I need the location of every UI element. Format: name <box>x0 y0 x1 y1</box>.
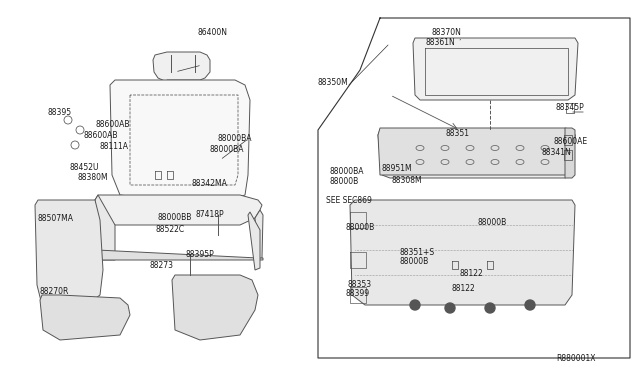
Text: 88270R: 88270R <box>40 287 69 296</box>
Text: 88351+S: 88351+S <box>399 248 434 257</box>
Text: 87418P: 87418P <box>196 210 225 219</box>
Text: 88600AB: 88600AB <box>83 131 118 140</box>
Text: 88122: 88122 <box>452 284 476 293</box>
Text: R880001X: R880001X <box>557 354 596 363</box>
Text: 88395: 88395 <box>48 108 72 117</box>
Polygon shape <box>95 195 115 260</box>
Text: 88353: 88353 <box>347 280 371 289</box>
Text: 88273: 88273 <box>149 261 173 270</box>
Polygon shape <box>248 212 260 270</box>
Text: 88000B: 88000B <box>345 223 374 232</box>
Text: 88308M: 88308M <box>391 176 422 185</box>
Text: 88000BA: 88000BA <box>330 167 365 176</box>
Text: 88370N: 88370N <box>432 28 462 37</box>
Text: 88111A: 88111A <box>99 142 128 151</box>
Text: 88452U: 88452U <box>70 163 99 172</box>
Text: 88350M: 88350M <box>317 78 348 87</box>
Polygon shape <box>95 195 262 225</box>
Text: 88000BA: 88000BA <box>218 134 253 143</box>
Polygon shape <box>35 200 103 310</box>
Text: 88122: 88122 <box>460 269 484 278</box>
Text: SEE SEC869: SEE SEC869 <box>326 196 372 205</box>
Polygon shape <box>378 130 575 178</box>
Text: 88342MA: 88342MA <box>191 179 227 188</box>
Circle shape <box>445 303 455 313</box>
Polygon shape <box>97 250 263 260</box>
Text: 88399: 88399 <box>345 289 369 298</box>
Text: 88000B: 88000B <box>399 257 428 266</box>
Text: 88507MA: 88507MA <box>38 214 74 223</box>
Polygon shape <box>413 38 578 100</box>
Text: 88395P: 88395P <box>185 250 214 259</box>
Polygon shape <box>350 200 575 305</box>
Text: 88600AE: 88600AE <box>554 137 588 146</box>
Text: 86400N: 86400N <box>198 28 228 37</box>
Text: 88345P: 88345P <box>556 103 585 112</box>
Text: 88000BB: 88000BB <box>157 213 191 222</box>
Text: 88000B: 88000B <box>477 218 506 227</box>
Text: 88361N: 88361N <box>425 38 455 47</box>
Text: 88341N: 88341N <box>542 148 572 157</box>
Text: 88000BA: 88000BA <box>210 145 244 154</box>
Polygon shape <box>40 295 130 340</box>
Polygon shape <box>255 210 263 260</box>
Polygon shape <box>172 275 258 340</box>
Circle shape <box>485 303 495 313</box>
Text: 88600AB: 88600AB <box>95 120 129 129</box>
Text: 88522C: 88522C <box>155 225 184 234</box>
Text: 88351: 88351 <box>446 129 470 138</box>
Text: 88000B: 88000B <box>330 177 359 186</box>
Polygon shape <box>153 52 210 82</box>
Circle shape <box>525 300 535 310</box>
Circle shape <box>410 300 420 310</box>
Polygon shape <box>110 80 250 200</box>
Text: 88380M: 88380M <box>77 173 108 182</box>
Polygon shape <box>378 128 575 175</box>
Polygon shape <box>565 128 575 178</box>
Text: 88951M: 88951M <box>381 164 412 173</box>
